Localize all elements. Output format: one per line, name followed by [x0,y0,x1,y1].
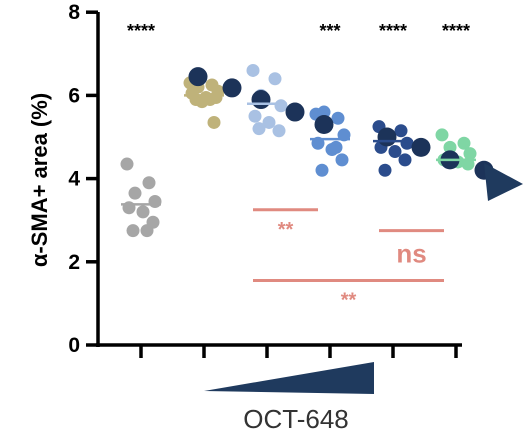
data-point [142,176,156,190]
comparison-label: ns [396,239,426,269]
x-ticks [139,345,458,358]
data-point [126,224,140,238]
data-point [252,122,266,136]
y-tick-label: 8 [68,1,80,24]
data-point [388,145,402,159]
significance-annotations: **** *** **** **** [127,21,470,41]
group-mean-marker [411,137,431,157]
data-point [248,109,262,123]
y-tick-label: 4 [68,168,80,191]
comparison-label: ** [341,290,357,312]
data-point [335,153,349,167]
y-ticks: 0 2 4 6 8 [68,1,98,357]
data-point [195,95,209,109]
group-mean-marker [285,102,305,122]
y-tick-label: 2 [68,251,80,274]
significance-label: **** [442,21,470,41]
data-point [268,72,282,86]
group-mean-marker [222,78,242,98]
y-tick-label: 0 [68,334,80,357]
y-tick-label: 6 [68,84,80,107]
group-mean-marker [188,67,208,87]
significance-label: **** [379,21,407,41]
mean-lines [121,94,476,206]
x-axis-label: OCT-648 [243,404,349,434]
data-point [140,224,154,238]
data-point [394,124,408,138]
comparison-brackets: ** ns ** [253,208,444,312]
data-point [128,186,142,200]
y-axis-label: α-SMA+ area (%) [27,93,52,267]
data-point [315,163,329,177]
data-point [207,115,221,129]
data-point [457,136,471,150]
significance-label: *** [319,21,340,41]
data-point [398,153,412,167]
data-point [246,63,260,77]
significance-label: **** [127,21,155,41]
data-point [317,105,331,119]
data-point [272,124,286,138]
data-point [274,99,288,113]
data-point [378,163,392,177]
data-point [329,140,343,154]
group-mean-marker [377,127,397,147]
data-point [120,157,134,171]
group-mean-marker [251,90,271,110]
trend-arrow-icon [484,163,523,201]
data-point [136,205,150,219]
dose-gradient-wedge [204,362,374,394]
data-point [435,128,449,142]
data-point [463,147,477,161]
data-point [331,111,345,125]
group-mean-marker [314,115,334,135]
comparison-label: ** [278,219,294,241]
data-point [443,140,457,154]
data-point [262,115,276,129]
data-point [148,194,162,208]
